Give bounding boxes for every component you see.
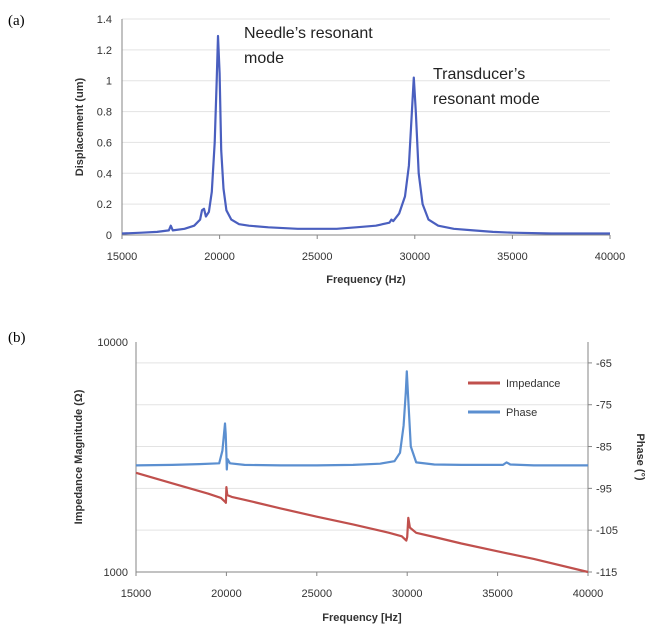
x-tick-label: 30000 xyxy=(392,588,423,600)
y-tick-labels: 1000 10000 xyxy=(97,337,128,579)
x-tick-label: 25000 xyxy=(302,588,333,600)
y-axis-title: Impedance Magnitude (Ω) xyxy=(73,389,85,524)
annotation-line: resonant mode xyxy=(433,91,540,108)
y-axis-title: Displacement (um) xyxy=(74,77,86,176)
x-tick-label: 15000 xyxy=(107,251,138,263)
displacement-line xyxy=(121,34,610,235)
y-tick-label: 1000 xyxy=(104,567,128,579)
y-tick-label: 10000 xyxy=(97,337,128,349)
y-tick-label: 0.8 xyxy=(97,107,112,119)
annotation-line: mode xyxy=(244,50,284,67)
y-tick-label: 0.2 xyxy=(97,199,112,211)
x-tick-label: 25000 xyxy=(302,251,333,263)
y-tick-labels: 0 0.2 0.4 0.6 0.8 1 1.2 1.4 xyxy=(97,14,112,242)
y-right-tick-label: -65 xyxy=(596,358,612,370)
y-right-tick-label: -115 xyxy=(596,567,617,579)
chart-impedance-phase: 15000 20000 25000 30000 35000 40000 1000 10000… xyxy=(73,337,646,624)
y-right-tick-label: -95 xyxy=(596,483,612,495)
y-tick-label: 1.4 xyxy=(97,14,112,26)
x-tick-label: 20000 xyxy=(204,251,235,263)
chart-displacement: 15000 20000 25000 30000 35000 40000 0 0.2 0.4 0.… xyxy=(74,14,625,286)
y-axis-right-title: Phase (°) xyxy=(634,433,646,481)
annotations: Needle’s resonant mode Transducer’s resonan… xyxy=(244,25,540,108)
y-gridlines xyxy=(136,362,588,531)
y-gridlines xyxy=(122,18,610,205)
x-axis-title: Frequency [Hz] xyxy=(322,612,402,624)
panel-label-a: (a) xyxy=(8,13,25,29)
y-tick-label: 0.6 xyxy=(97,137,112,149)
y-right-tick-labels: -65 -75 -85 -95 -105 -115 xyxy=(588,358,618,579)
x-tick-label: 15000 xyxy=(121,588,152,600)
y-tick-label: 1.2 xyxy=(97,45,112,57)
y-tick-label: 0.4 xyxy=(97,168,112,180)
y-right-tick-label: -75 xyxy=(596,400,612,412)
x-tick-label: 20000 xyxy=(211,588,242,600)
x-tick-label: 35000 xyxy=(497,251,528,263)
x-tick-label: 30000 xyxy=(400,251,431,263)
x-tick-labels: 15000 20000 25000 30000 35000 40000 xyxy=(107,235,626,263)
y-right-tick-label: -85 xyxy=(596,442,612,454)
y-tick-label: 0 xyxy=(106,230,112,242)
x-tick-labels: 15000 20000 25000 30000 35000 40000 xyxy=(121,572,604,600)
x-tick-label: 35000 xyxy=(482,588,513,600)
impedance-line xyxy=(135,471,589,574)
legend: Impedance Phase xyxy=(468,378,560,419)
x-axis-title: Frequency (Hz) xyxy=(326,274,406,286)
y-right-tick-label: -105 xyxy=(596,525,618,537)
x-tick-label: 40000 xyxy=(573,588,604,600)
phase-line xyxy=(135,370,588,471)
x-tick-label: 40000 xyxy=(595,251,626,263)
annotation-line: Needle’s resonant xyxy=(244,25,373,42)
panel-label-b: (b) xyxy=(8,330,26,346)
legend-label-impedance: Impedance xyxy=(506,378,560,390)
legend-label-phase: Phase xyxy=(506,407,537,419)
annotation-line: Transducer’s xyxy=(433,66,525,83)
y-tick-label: 1 xyxy=(106,76,112,88)
